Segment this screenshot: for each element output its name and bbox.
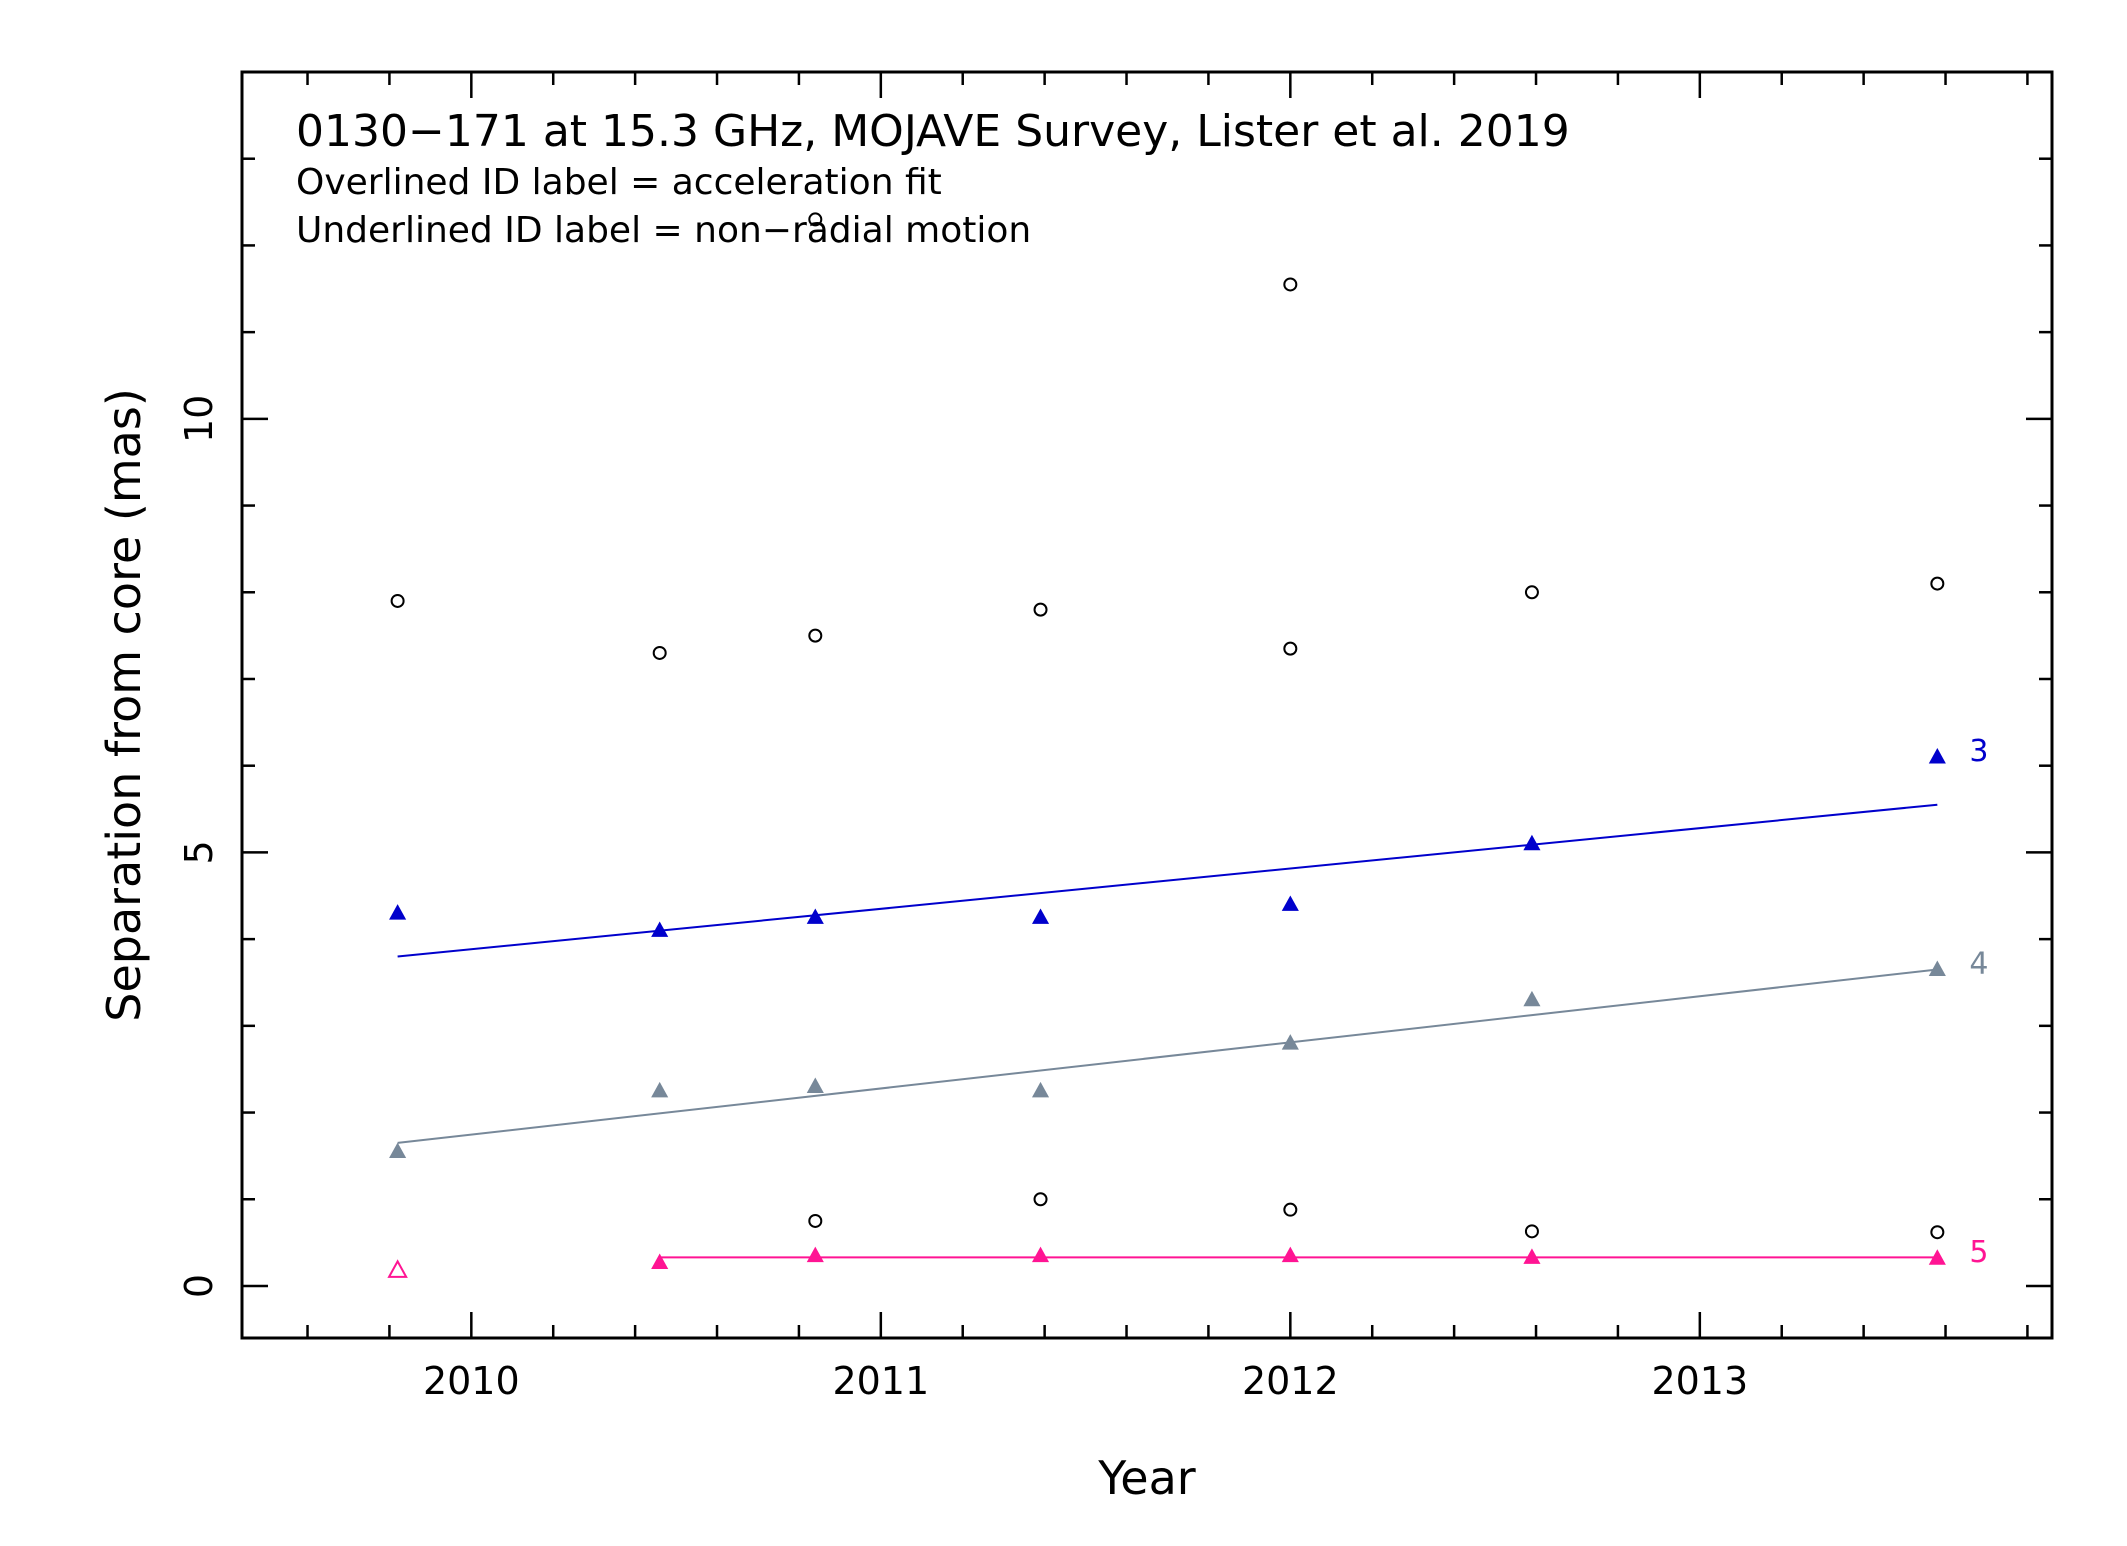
data-point-open-circle [652, 645, 667, 660]
tick-labels: 2010 2011 2012 2013 0 5 10 3 4 5 [177, 395, 1988, 1403]
data-point-series-3 [1928, 748, 1946, 764]
x-axis-label: Year [1097, 1451, 1195, 1505]
data-point-open-circle [808, 1213, 823, 1228]
data-point-open-circle [1283, 1202, 1298, 1217]
data-point-open-circle [1524, 585, 1539, 600]
data-point-series-5 [806, 1246, 824, 1263]
data-point-series-4 [1928, 960, 1946, 976]
chart-title: 0130−171 at 15.3 GHz, MOJAVE Survey, Lis… [296, 106, 1570, 157]
fit-lines [397, 803, 1938, 1259]
data-point-series-4 [806, 1077, 824, 1094]
data-point-series-3 [806, 908, 824, 924]
fit-line-4 [397, 968, 1938, 1144]
y-tick-label: 10 [177, 395, 221, 443]
data-point-open-circle [390, 593, 405, 608]
data-point-series-5 [651, 1253, 669, 1270]
data-point-open-circle [1033, 1192, 1048, 1207]
series-label-5: 5 [1969, 1235, 1988, 1270]
x-tick-label: 2012 [1242, 1359, 1339, 1403]
data-point-series-3 [1281, 895, 1299, 911]
data-point-series-3 [389, 904, 407, 920]
data-point-open-circle [808, 212, 823, 227]
data-point-series-4 [1031, 1081, 1050, 1098]
fit-line-3 [397, 803, 1938, 958]
y-tick-label: 0 [177, 1274, 221, 1298]
data-point-series-4 [389, 1142, 407, 1159]
data-point-series-5 [1928, 1249, 1946, 1265]
subtitle-line-1: Overlined ID label = acceleration fit [296, 162, 942, 203]
x-tick-label: 2013 [1651, 1359, 1748, 1403]
plot-frame [240, 70, 2054, 1340]
x-tick-label: 2010 [423, 1359, 520, 1403]
data-point-series-4 [1281, 1034, 1299, 1050]
data-point-series-4 [651, 1081, 669, 1098]
data-point-series-3 [651, 921, 669, 937]
data-point-series-5 [1281, 1246, 1299, 1263]
data-point-open-circle [1930, 1225, 1945, 1240]
data-point-series-5 [1523, 1248, 1541, 1264]
data-point-series-4 [1523, 990, 1541, 1007]
subtitle-line-2: Underlined ID label = non−radial motion [296, 210, 1031, 251]
data-point-open-circle [1930, 576, 1945, 591]
data-point-open-circle [1283, 277, 1298, 292]
series-label-3: 3 [1969, 734, 1988, 769]
data-point-open-circle [1283, 641, 1298, 656]
data-point-open-circle [1524, 1224, 1539, 1239]
series-label-4: 4 [1969, 946, 1988, 981]
x-tick-label: 2011 [832, 1359, 929, 1403]
data-point-open-series-5 [387, 1259, 408, 1278]
data-points [387, 212, 1946, 1278]
y-tick-label: 5 [177, 840, 221, 864]
axis-ticks [242, 72, 2052, 1338]
data-point-open-circle [1033, 602, 1048, 617]
data-point-series-3 [1523, 834, 1541, 851]
data-point-series-5 [1031, 1246, 1050, 1263]
data-point-open-circle [808, 628, 823, 643]
y-axis-label: Separation from core (mas) [97, 388, 151, 1022]
data-point-series-3 [1031, 908, 1050, 924]
